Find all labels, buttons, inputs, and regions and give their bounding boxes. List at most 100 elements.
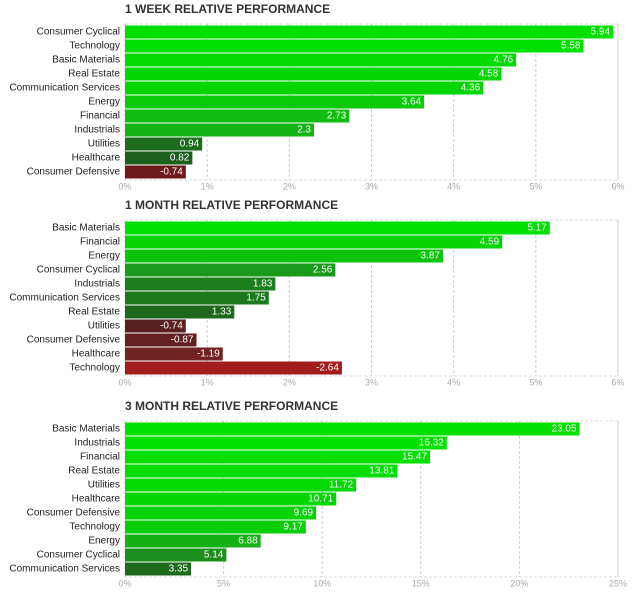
category-label: Consumer Cyclical [37, 27, 120, 38]
bar [125, 534, 261, 548]
x-tick-label: 10% [313, 578, 331, 588]
bar [125, 492, 337, 506]
category-label: Industrials [74, 125, 120, 136]
value-label: 0.94 [180, 139, 200, 150]
value-label: 0.82 [170, 153, 190, 164]
bar [125, 436, 447, 450]
bar [125, 450, 431, 464]
x-tick-label: 4% [447, 181, 460, 191]
category-label: Basic Materials [52, 55, 120, 66]
x-tick-label: 15% [412, 578, 430, 588]
x-tick-label: 1% [201, 377, 214, 387]
x-tick-label: 25% [609, 578, 627, 588]
value-label: 2.3 [297, 125, 311, 136]
category-label: Utilities [88, 321, 120, 332]
value-label: -0.74 [160, 321, 183, 332]
category-label: Energy [88, 251, 120, 262]
category-label: Utilities [88, 139, 120, 150]
bar [125, 109, 350, 123]
bar [125, 506, 317, 520]
category-label: Financial [80, 452, 120, 463]
chart-title: 3 MONTH RELATIVE PERFORMANCE [125, 399, 338, 413]
value-label: 3.87 [421, 251, 441, 262]
x-tick-label: 2% [283, 181, 296, 191]
chart-title: 1 MONTH RELATIVE PERFORMANCE [125, 198, 338, 212]
value-label: 5.14 [204, 550, 224, 561]
bar [125, 319, 186, 333]
category-label: Utilities [88, 480, 120, 491]
category-label: Energy [88, 536, 120, 547]
bar [125, 520, 306, 534]
bar [125, 81, 484, 95]
value-label: 10.71 [308, 494, 333, 505]
value-label: 16.32 [419, 438, 444, 449]
category-label: Real Estate [68, 466, 120, 477]
value-label: 23.05 [552, 424, 577, 435]
value-label: 3.35 [169, 564, 189, 575]
category-label: Energy [88, 97, 120, 108]
value-label: 3.64 [402, 97, 422, 108]
bar [125, 235, 503, 249]
category-label: Consumer Cyclical [37, 265, 120, 276]
value-label: -0.87 [171, 335, 194, 346]
category-label: Healthcare [72, 494, 121, 505]
bar [125, 277, 276, 291]
bar [125, 165, 186, 179]
bar [125, 249, 443, 263]
value-label: 15.47 [402, 452, 427, 463]
value-label: 1.83 [253, 279, 273, 290]
value-label: 11.72 [329, 480, 354, 491]
x-tick-label: 4% [447, 377, 460, 387]
value-label: 1.75 [246, 293, 266, 304]
value-label: 4.76 [494, 55, 514, 66]
category-label: Healthcare [72, 349, 121, 360]
category-label: Financial [80, 111, 120, 122]
category-label: Industrials [74, 279, 120, 290]
category-label: Real Estate [68, 69, 120, 80]
bar [125, 151, 193, 165]
category-label: Basic Materials [52, 223, 120, 234]
bar [125, 263, 336, 277]
category-label: Communication Services [9, 83, 120, 94]
x-tick-label: 1% [201, 181, 214, 191]
value-label: 5.17 [527, 223, 547, 234]
x-tick-label: 2% [283, 377, 296, 387]
bar [125, 361, 342, 375]
x-tick-label: 3% [365, 181, 378, 191]
x-tick-label: 5% [529, 181, 542, 191]
x-tick-label: 6% [611, 181, 624, 191]
value-label: 2.56 [313, 265, 333, 276]
category-label: Technology [69, 41, 120, 52]
bar [125, 422, 580, 436]
value-label: 6.88 [238, 536, 258, 547]
category-label: Real Estate [68, 307, 120, 318]
value-label: 4.59 [480, 237, 500, 248]
value-label: -2.64 [316, 363, 339, 374]
x-tick-label: 20% [510, 578, 528, 588]
category-label: Industrials [74, 438, 120, 449]
value-label: 13.81 [369, 466, 394, 477]
bar [125, 25, 614, 39]
value-label: 5.58 [561, 41, 581, 52]
value-label: 2.73 [327, 111, 347, 122]
bar [125, 333, 197, 347]
category-label: Healthcare [72, 153, 121, 164]
x-tick-label: 0% [118, 377, 131, 387]
x-tick-label: 0% [118, 578, 131, 588]
x-tick-label: 6% [611, 377, 624, 387]
category-label: Basic Materials [52, 424, 120, 435]
category-label: Technology [69, 522, 120, 533]
x-tick-label: 3% [365, 377, 378, 387]
bar [125, 562, 192, 576]
value-label: -0.74 [160, 167, 183, 178]
x-tick-label: 5% [529, 377, 542, 387]
bar [125, 39, 584, 53]
bar [125, 95, 425, 109]
category-label: Technology [69, 363, 120, 374]
value-label: 9.17 [283, 522, 303, 533]
bar [125, 478, 357, 492]
bar [125, 53, 517, 67]
bar [125, 221, 550, 235]
bar [125, 123, 314, 137]
